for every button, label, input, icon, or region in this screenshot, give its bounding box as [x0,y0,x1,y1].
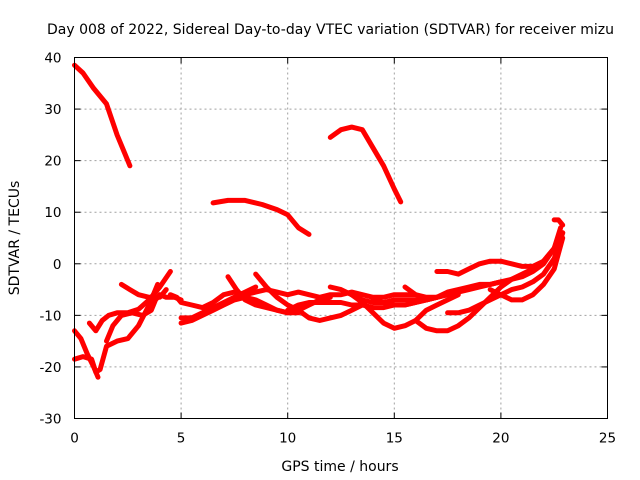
y-tick-label: -20 [39,360,61,376]
series-line-arc-24 [551,217,566,228]
ticks [74,57,608,419]
x-tick-label: 5 [177,431,186,447]
series-line-arc-5 [72,328,101,380]
series-line-arc-7 [104,292,184,344]
series-line-arc-17 [349,292,461,331]
series-line-arc-2 [210,197,312,237]
series-line-arc-13 [253,271,365,323]
x-tick-label: 0 [70,431,79,447]
x-tick-label: 20 [492,431,509,447]
grid [74,57,608,419]
y-tick-label: 30 [44,102,61,118]
x-tick-labels: 0 5 10 15 20 25 [70,431,616,447]
series-line-arc-8 [118,281,169,300]
series-line-arc-23 [487,235,566,303]
y-tick-label: -30 [39,412,61,428]
series-line-arc-6 [86,269,173,334]
y-tick-labels: -30 -20 -10 0 10 20 30 40 [39,51,61,428]
chart-title: Day 008 of 2022, Sidereal Day-to-day VTE… [47,22,614,38]
x-tick-label: 10 [279,431,296,447]
y-axis-label: SDTVAR / TECUs [7,181,23,296]
series-line-arc-3 [327,124,404,205]
y-tick-label: 20 [44,154,61,170]
series-line-arc-12 [225,274,301,316]
y-tick-label: 0 [53,257,62,273]
series-line-arc-11 [178,284,259,321]
x-tick-label: 25 [599,431,616,447]
x-tick-label: 15 [386,431,403,447]
series-line-arc-21 [434,230,566,277]
x-axis-label: GPS time / hours [281,459,398,475]
plot-frame [74,57,608,419]
y-tick-label: 10 [44,205,61,221]
y-tick-label: -10 [39,308,61,324]
series-line-arc-22 [445,230,566,316]
series-line-arc-1 [72,62,133,169]
y-tick-label: 40 [44,51,61,67]
series-group [72,62,566,380]
